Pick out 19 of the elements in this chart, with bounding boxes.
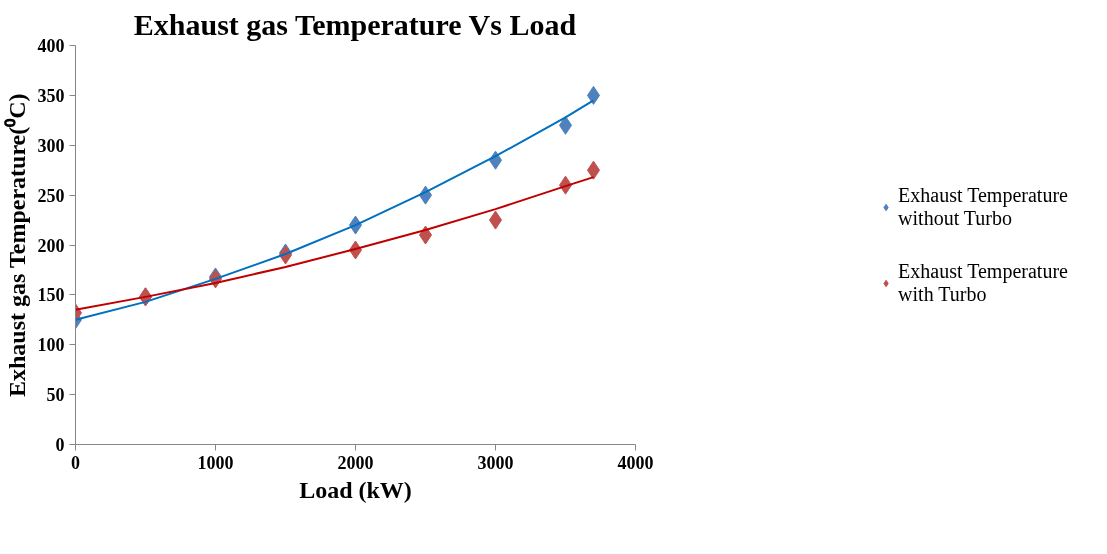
legend-label: Exhaust Temperature without Turbo <box>898 183 1068 230</box>
y-axis-title: Exhaust gas Temperature(⁰C) <box>3 93 30 397</box>
y-tick-label: 350 <box>37 85 65 106</box>
x-tick-label: 4000 <box>617 452 654 473</box>
y-tick-label: 150 <box>37 285 65 306</box>
x-axis-title: Load (kW) <box>299 476 412 503</box>
y-tick-label: 200 <box>37 235 65 256</box>
x-tick-label: 2000 <box>337 452 374 473</box>
x-tick-label: 1000 <box>197 452 234 473</box>
y-tick-label: 400 <box>37 36 65 56</box>
y-tick-label: 0 <box>55 435 65 455</box>
legend-label: Exhaust Temperature with Turbo <box>898 259 1068 306</box>
x-tick-label: 0 <box>71 452 80 473</box>
y-tick-label: 250 <box>37 185 65 206</box>
y-tick-label: 300 <box>37 135 65 156</box>
y-tick-label: 50 <box>46 385 65 406</box>
x-tick-label: 3000 <box>477 452 514 473</box>
chart-title: Exhaust gas Temperature Vs Load <box>133 7 577 41</box>
y-tick-label: 100 <box>37 335 65 356</box>
